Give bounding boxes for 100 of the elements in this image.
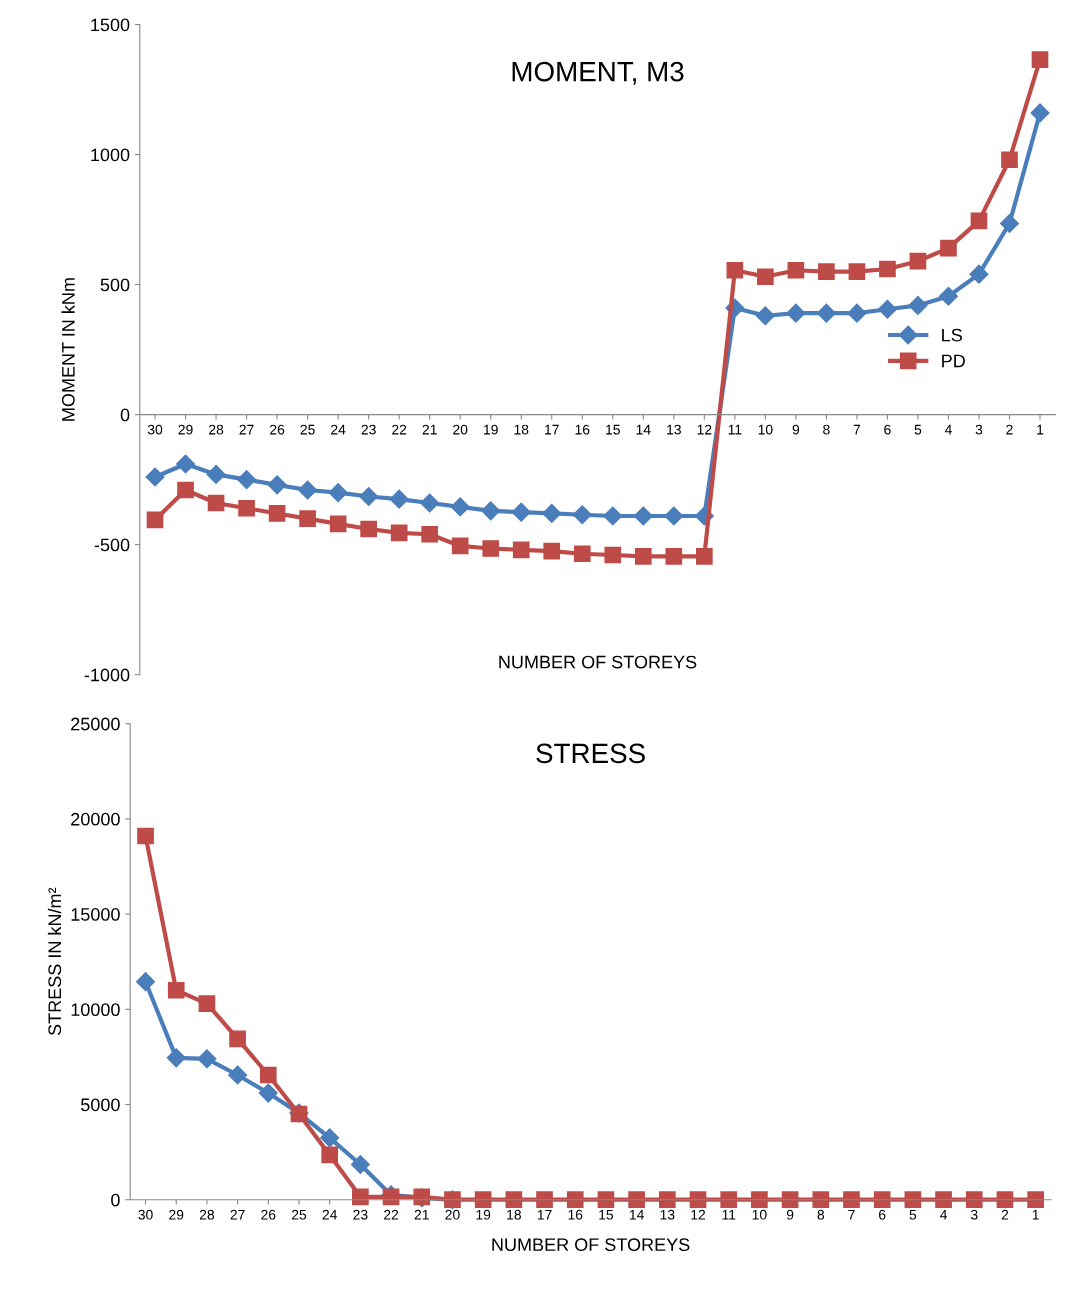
x-tick-label: 8 — [817, 1209, 825, 1220]
point — [176, 454, 196, 474]
x-axis-title: NUMBER OF STOREYS — [499, 655, 697, 669]
point — [1001, 151, 1018, 169]
point — [781, 1191, 799, 1209]
y-tick-label: 500 — [100, 278, 130, 292]
x-tick-label: 2 — [1001, 1209, 1009, 1220]
x-axis-title: NUMBER OF STOREYS — [492, 1238, 690, 1252]
point — [965, 1191, 983, 1209]
point — [198, 995, 216, 1012]
point — [904, 1191, 922, 1209]
point — [167, 981, 185, 999]
point — [695, 548, 713, 565]
x-tick-label: 17 — [545, 424, 559, 435]
x-tick-label: 12 — [697, 424, 712, 435]
x-tick-label: 9 — [792, 424, 800, 435]
point — [812, 1191, 830, 1209]
point — [207, 494, 225, 512]
y-tick-label: 1500 — [91, 18, 130, 32]
point — [505, 1191, 523, 1209]
x-tick-label: 11 — [728, 424, 742, 435]
point — [573, 545, 591, 563]
point — [206, 464, 226, 484]
x-tick-label: 8 — [823, 424, 830, 435]
x-tick-label: 19 — [484, 424, 498, 435]
x-tick-label: 29 — [178, 424, 193, 435]
point — [848, 263, 866, 280]
point — [877, 299, 897, 319]
point — [1027, 1191, 1044, 1209]
point — [787, 261, 805, 279]
point — [229, 1030, 246, 1048]
point — [420, 493, 440, 513]
point — [390, 524, 408, 542]
point — [511, 502, 531, 522]
point — [628, 1191, 645, 1209]
point — [720, 1191, 738, 1209]
point — [603, 506, 623, 526]
y-tick-label: 1000 — [91, 148, 130, 162]
point — [359, 486, 379, 507]
point — [451, 537, 469, 555]
x-tick-label: 30 — [147, 424, 163, 435]
point — [321, 1146, 339, 1164]
point — [259, 1066, 277, 1084]
point — [664, 506, 684, 526]
point — [237, 470, 257, 490]
point — [146, 511, 164, 529]
point — [328, 483, 348, 503]
x-tick-label: 13 — [660, 1209, 675, 1220]
point — [450, 497, 470, 517]
point — [879, 260, 896, 278]
text: MOMENT, M3 — [512, 61, 684, 85]
point — [633, 506, 653, 526]
point — [843, 1191, 860, 1209]
x-tick-label: 22 — [392, 424, 407, 435]
point — [816, 303, 836, 323]
point — [999, 213, 1020, 233]
x-tick-label: 9 — [786, 1209, 794, 1220]
x-tick-label: 27 — [239, 424, 254, 435]
y-axis-title: STRESS IN kN/m² — [47, 887, 62, 1036]
x-tick-label: 18 — [507, 1209, 521, 1220]
x-tick-label: 3 — [970, 1209, 978, 1220]
x-tick-label: 3 — [975, 424, 983, 435]
point — [786, 303, 806, 323]
point — [665, 548, 683, 565]
x-tick-label: 6 — [884, 424, 891, 435]
x-tick-label: 22 — [384, 1209, 399, 1220]
x-tick-label: 25 — [291, 1209, 307, 1220]
point — [970, 212, 988, 230]
x-tick-label: 19 — [476, 1209, 491, 1220]
point — [908, 295, 928, 315]
x-tick-label: 1 — [1032, 1209, 1039, 1220]
point — [940, 239, 957, 257]
x-tick-label: 17 — [537, 1209, 552, 1220]
x-tick-label: 20 — [453, 424, 468, 435]
x-tick-label: 10 — [752, 1209, 767, 1220]
point — [938, 286, 958, 306]
x-tick-label: 21 — [414, 1209, 429, 1220]
point — [726, 261, 744, 279]
x-tick-label: 25 — [300, 424, 315, 435]
point — [935, 1191, 952, 1209]
y-axis-title: MOMENT IN kNm — [61, 278, 75, 421]
point — [658, 1191, 676, 1209]
x-tick-label: 21 — [422, 424, 437, 435]
x-tick-label: 5 — [909, 1209, 917, 1220]
x-tick-label: 6 — [879, 1209, 886, 1220]
point — [267, 475, 287, 495]
x-tick-label: 18 — [514, 424, 529, 435]
x-tick-label: 15 — [599, 1209, 614, 1220]
point — [360, 520, 377, 538]
y-tick-label: 25000 — [71, 717, 120, 731]
point — [166, 1048, 186, 1068]
y-tick-label: 10000 — [71, 1003, 120, 1017]
point — [268, 505, 286, 522]
point — [258, 1083, 278, 1103]
point — [512, 541, 530, 559]
x-tick-label: 14 — [636, 424, 651, 435]
x-tick-label: 29 — [169, 1209, 184, 1220]
text: STRESS — [536, 743, 645, 764]
point — [350, 1154, 370, 1175]
point — [873, 1191, 891, 1209]
